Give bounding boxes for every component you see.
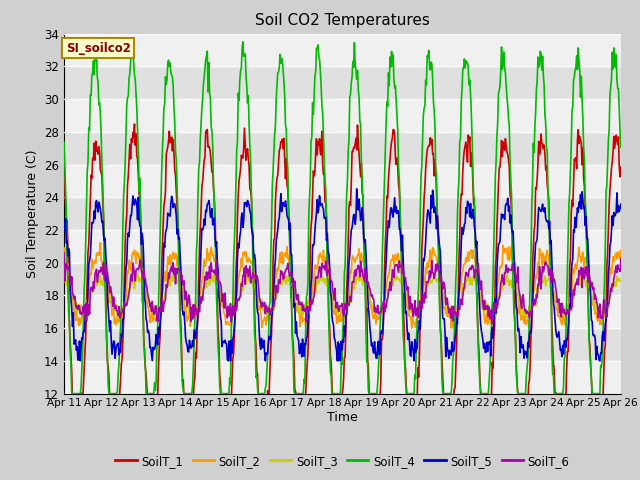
SoilT_2 (97, 240, 104, 246)
SoilT_4 (71, 391, 79, 396)
SoilT_5 (353, 186, 360, 192)
SoilT_2 (617, 247, 625, 253)
SoilT_5 (617, 201, 625, 207)
SoilT_3 (127, 282, 135, 288)
SoilT_3 (412, 308, 419, 314)
Bar (64, 295, 621, 328)
SoilT_3 (185, 305, 193, 311)
SoilT_3 (60, 276, 68, 282)
Title: Soil CO2 Temperatures: Soil CO2 Temperatures (255, 13, 430, 28)
SoilT_1 (186, 400, 193, 406)
SoilT_2 (412, 324, 419, 330)
SoilT_1 (128, 140, 136, 145)
SoilT_3 (130, 268, 138, 274)
Y-axis label: Soil Temperature (C): Soil Temperature (C) (26, 149, 38, 278)
Bar (64, 99, 621, 132)
SoilT_4 (185, 391, 193, 396)
Line: SoilT_5: SoilT_5 (64, 189, 621, 361)
SoilT_1 (617, 164, 625, 170)
SoilT_1 (131, 121, 138, 127)
SoilT_3 (428, 279, 436, 285)
SoilT_1 (68, 400, 76, 406)
Legend: SoilT_1, SoilT_2, SoilT_3, SoilT_4, SoilT_5, SoilT_6: SoilT_1, SoilT_2, SoilT_3, SoilT_4, Soil… (111, 450, 574, 472)
SoilT_1 (215, 341, 223, 347)
Bar (64, 328, 621, 361)
Line: SoilT_6: SoilT_6 (64, 252, 621, 324)
SoilT_2 (185, 315, 193, 321)
SoilT_5 (70, 341, 78, 347)
SoilT_4 (128, 55, 136, 60)
SoilT_1 (412, 400, 419, 406)
SoilT_3 (186, 320, 194, 326)
SoilT_6 (214, 277, 221, 283)
SoilT_6 (426, 275, 434, 281)
SoilT_4 (68, 391, 76, 396)
SoilT_4 (239, 39, 247, 45)
SoilT_1 (71, 400, 79, 406)
SoilT_2 (408, 325, 415, 331)
SoilT_2 (428, 254, 436, 260)
SoilT_1 (428, 136, 436, 142)
SoilT_1 (60, 173, 68, 179)
SoilT_5 (214, 268, 222, 274)
Text: SI_soilco2: SI_soilco2 (66, 42, 131, 55)
SoilT_5 (60, 220, 68, 226)
SoilT_6 (184, 300, 192, 305)
SoilT_3 (215, 285, 223, 290)
SoilT_5 (428, 205, 436, 211)
SoilT_2 (128, 252, 136, 258)
SoilT_6 (488, 321, 496, 326)
SoilT_2 (214, 277, 222, 283)
Bar (64, 197, 621, 230)
Line: SoilT_3: SoilT_3 (64, 271, 621, 323)
SoilT_3 (617, 278, 625, 284)
SoilT_6 (60, 250, 68, 255)
SoilT_6 (70, 296, 78, 302)
Bar (64, 34, 621, 66)
Bar (64, 361, 621, 394)
SoilT_2 (70, 308, 78, 314)
Line: SoilT_1: SoilT_1 (64, 124, 621, 403)
Line: SoilT_2: SoilT_2 (64, 243, 621, 328)
SoilT_4 (60, 139, 68, 145)
SoilT_3 (70, 300, 78, 305)
SoilT_5 (128, 203, 136, 209)
Bar (64, 230, 621, 263)
SoilT_4 (214, 345, 222, 351)
SoilT_4 (428, 61, 436, 67)
SoilT_5 (412, 350, 419, 356)
SoilT_5 (185, 349, 193, 355)
SoilT_4 (617, 144, 625, 150)
SoilT_6 (617, 256, 625, 262)
Bar (64, 165, 621, 197)
SoilT_6 (410, 306, 418, 312)
X-axis label: Time: Time (327, 411, 358, 424)
SoilT_2 (60, 257, 68, 263)
SoilT_4 (412, 376, 419, 382)
SoilT_6 (127, 272, 135, 277)
Bar (64, 132, 621, 165)
SoilT_5 (76, 358, 84, 364)
Line: SoilT_4: SoilT_4 (64, 42, 621, 394)
Bar (64, 66, 621, 99)
Bar (64, 263, 621, 295)
